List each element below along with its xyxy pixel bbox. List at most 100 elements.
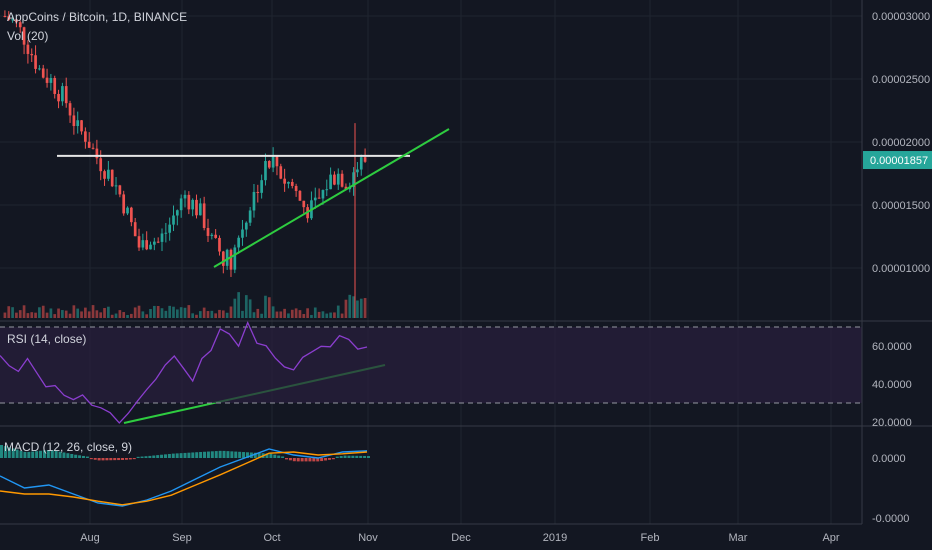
volume-bar	[340, 313, 344, 318]
volume-bar	[49, 308, 53, 318]
macd-histogram-bar	[74, 454, 78, 458]
volume-bar	[103, 308, 106, 318]
volume-bar	[233, 298, 237, 318]
candle-body	[30, 53, 34, 56]
candle-body	[168, 224, 172, 233]
volume-bar	[363, 298, 367, 318]
price-tick-label: 0.00003000	[872, 11, 930, 23]
volume-bar	[198, 311, 202, 318]
candle-body	[110, 169, 114, 187]
candle-body	[118, 185, 122, 195]
macd-histogram-bar	[93, 458, 97, 460]
macd-histogram-bar	[81, 455, 85, 458]
volume-bar	[252, 312, 256, 318]
candle-body	[248, 210, 252, 223]
candle-body	[7, 16, 11, 20]
macd-histogram-bar	[156, 455, 160, 458]
volume-bar	[91, 305, 95, 318]
volume-bar	[118, 310, 122, 318]
candle-body	[340, 173, 344, 187]
candle-body	[233, 247, 237, 270]
macd-histogram-bar	[327, 458, 331, 460]
volume-bar	[248, 299, 252, 318]
candle-body	[49, 78, 53, 83]
candle-body	[80, 120, 83, 132]
macd-histogram-bar	[117, 458, 121, 461]
volume-bar	[287, 313, 290, 318]
candle-body	[38, 68, 41, 70]
support-trendline[interactable]	[213, 128, 450, 268]
candle-body	[133, 222, 137, 237]
rsi-tick-label: 40.0000	[872, 379, 912, 391]
macd-histogram-bar	[195, 452, 199, 458]
volume-bar	[53, 314, 57, 318]
macd-histogram-bar	[183, 452, 187, 458]
volume-bar	[218, 309, 221, 318]
macd-histogram-bar	[206, 451, 210, 458]
volume-bar	[133, 307, 137, 318]
candle-body	[141, 240, 145, 248]
volume-bar	[145, 314, 149, 318]
volume-bar	[306, 308, 309, 318]
volume-bar	[11, 307, 14, 318]
symbol-title: AppCoins / Bitcoin, 1D, BINANCE	[7, 10, 188, 24]
macd-histogram-bar	[273, 454, 277, 458]
volume-bar	[179, 307, 183, 318]
volume-bar	[244, 295, 248, 318]
volume-bar	[149, 308, 152, 318]
candle-body	[329, 174, 332, 190]
macd-histogram-bar	[218, 450, 222, 458]
candle-body	[153, 241, 156, 245]
price-tick-label: 0.00002500	[872, 74, 930, 86]
candle-body	[356, 169, 359, 173]
volume-bar	[214, 313, 217, 318]
macd-line	[0, 448, 368, 507]
volume-bar	[110, 314, 114, 318]
macd-histogram-bar	[19, 450, 23, 458]
candle-body	[317, 197, 321, 199]
candle-body	[68, 103, 72, 116]
candle-body	[122, 194, 126, 214]
candle-body	[287, 181, 290, 184]
macd-histogram-bar	[245, 452, 249, 458]
volume-bar	[313, 307, 317, 318]
candle-body	[352, 172, 355, 187]
macd-histogram-bar	[367, 456, 370, 458]
macd-histogram-bar	[58, 451, 62, 458]
macd-histogram-bar	[11, 448, 15, 458]
volume-bar	[310, 314, 313, 318]
volume-bar	[333, 312, 336, 318]
macd-histogram-bar	[292, 458, 296, 462]
macd-histogram-bar	[105, 458, 109, 461]
volume-bar	[183, 307, 187, 318]
volume-bar	[164, 310, 168, 318]
macd-histogram-bar	[171, 453, 175, 458]
macd-histogram-bar	[288, 458, 292, 461]
macd-histogram-bar	[163, 454, 167, 458]
candle-body	[145, 240, 149, 250]
candle-body	[3, 16, 7, 17]
macd-histogram-bar	[160, 454, 164, 458]
candle-body	[256, 191, 260, 193]
macd-histogram-bar	[78, 455, 82, 458]
candle-body	[34, 55, 37, 69]
macd-histogram-bar	[42, 450, 46, 458]
macd-histogram-bar	[238, 451, 242, 458]
candle-body	[321, 190, 325, 199]
candle-body	[214, 234, 217, 238]
volume-bar	[153, 305, 156, 318]
volume-bar	[325, 313, 329, 318]
price-tick-label: 0.00001000	[872, 263, 930, 275]
macd-histogram-bar	[226, 451, 230, 458]
price-tick-label: 0.00002000	[872, 137, 930, 149]
macd-histogram-bar	[347, 455, 351, 458]
volume-bar	[15, 312, 18, 318]
macd-histogram-bar	[62, 452, 66, 458]
macd-histogram-bar	[355, 455, 359, 458]
volume-bar	[22, 305, 26, 318]
candle-body	[344, 186, 348, 190]
last-price-badge	[863, 151, 932, 170]
macd-histogram-bar	[242, 452, 246, 458]
rsi-label: RSI (14, close)	[7, 332, 87, 346]
